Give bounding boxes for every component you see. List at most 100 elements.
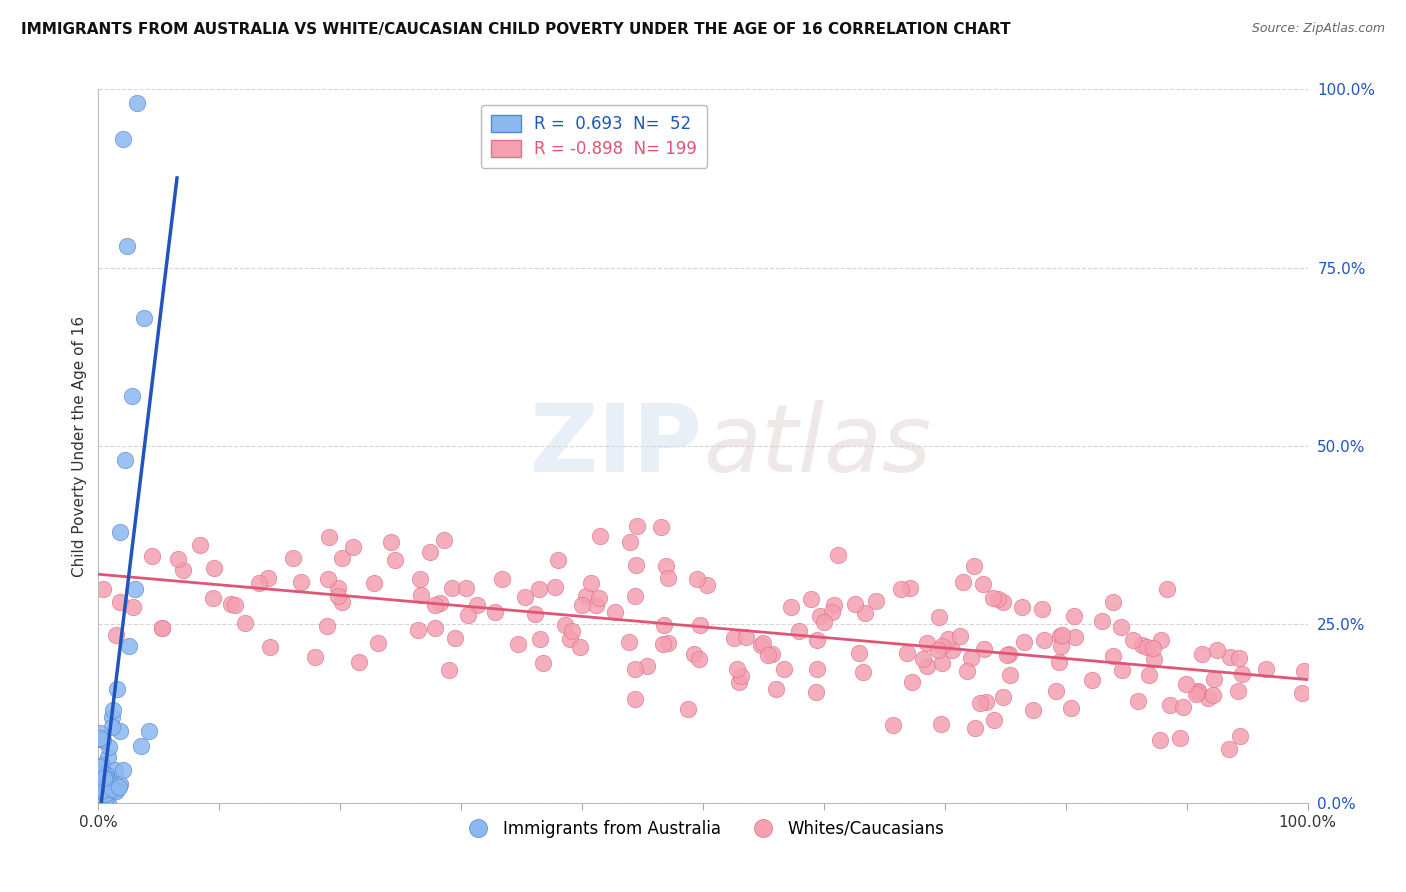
Point: [749, 638, 772, 652]
Point: [138, 724, 160, 739]
Point: [330, 550, 353, 565]
Point: [316, 572, 339, 586]
Point: [575, 589, 598, 603]
Point: [991, 690, 1014, 704]
Point: [419, 545, 441, 559]
Point: [651, 637, 673, 651]
Point: [172, 563, 194, 577]
Point: [657, 571, 679, 585]
Point: [108, 595, 131, 609]
Point: [689, 617, 711, 632]
Point: [1191, 647, 1213, 661]
Point: [318, 530, 340, 544]
Point: [107, 780, 129, 795]
Point: [800, 591, 823, 606]
Point: [965, 722, 987, 736]
Point: [554, 618, 576, 632]
Point: [686, 572, 709, 586]
Point: [688, 651, 710, 665]
Point: [626, 518, 648, 533]
Point: [96, 772, 118, 786]
Point: [513, 591, 536, 605]
Y-axis label: Child Poverty Under the Age of 16: Child Poverty Under the Age of 16: [72, 316, 87, 576]
Point: [915, 658, 938, 673]
Point: [93, 766, 115, 780]
Point: [110, 723, 132, 738]
Point: [465, 598, 488, 612]
Point: [384, 553, 406, 567]
Point: [91, 733, 114, 747]
Point: [408, 572, 430, 586]
Point: [101, 778, 124, 792]
Point: [1031, 602, 1053, 616]
Point: [735, 630, 758, 644]
Point: [1049, 629, 1071, 643]
Point: [952, 575, 974, 590]
Point: [1227, 684, 1250, 698]
Point: [98, 776, 121, 790]
Point: [104, 764, 127, 778]
Point: [865, 594, 887, 608]
Point: [1139, 668, 1161, 682]
Point: [98, 740, 121, 755]
Legend: Immigrants from Australia, Whites/Caucasians: Immigrants from Australia, Whites/Caucas…: [454, 814, 952, 845]
Point: [97, 750, 120, 764]
Point: [531, 657, 554, 671]
Point: [890, 582, 912, 596]
Point: [852, 665, 875, 679]
Point: [429, 596, 451, 610]
Point: [1091, 614, 1114, 628]
Point: [585, 599, 607, 613]
Point: [605, 605, 627, 619]
Point: [118, 639, 141, 653]
Point: [89, 760, 111, 774]
Point: [1174, 676, 1197, 690]
Point: [529, 632, 551, 647]
Point: [94, 792, 117, 806]
Point: [927, 642, 949, 657]
Point: [560, 632, 582, 646]
Point: [202, 591, 225, 606]
Point: [491, 572, 513, 586]
Point: [233, 616, 256, 631]
Point: [1045, 684, 1067, 698]
Point: [1050, 639, 1073, 653]
Point: [772, 662, 794, 676]
Point: [1229, 729, 1251, 743]
Point: [1150, 632, 1173, 647]
Point: [121, 389, 143, 403]
Point: [508, 637, 530, 651]
Point: [425, 621, 447, 635]
Point: [326, 581, 349, 595]
Point: [1126, 694, 1149, 708]
Text: ZIP: ZIP: [530, 400, 703, 492]
Point: [257, 571, 280, 585]
Point: [1156, 582, 1178, 597]
Point: [108, 524, 131, 539]
Point: [1197, 691, 1219, 706]
Point: [941, 643, 963, 657]
Point: [1022, 703, 1045, 717]
Point: [100, 720, 122, 734]
Point: [1011, 600, 1033, 615]
Point: [127, 96, 149, 111]
Point: [1187, 683, 1209, 698]
Point: [911, 652, 934, 666]
Point: [101, 710, 124, 724]
Point: [290, 574, 312, 589]
Point: [409, 588, 432, 602]
Point: [457, 608, 479, 623]
Point: [367, 635, 389, 649]
Point: [104, 628, 127, 642]
Point: [730, 669, 752, 683]
Point: [259, 640, 281, 654]
Point: [624, 662, 647, 676]
Point: [765, 681, 787, 696]
Point: [134, 310, 156, 325]
Point: [650, 520, 672, 534]
Point: [1219, 650, 1241, 665]
Point: [725, 662, 748, 676]
Point: [104, 783, 127, 797]
Point: [823, 598, 845, 612]
Point: [93, 772, 115, 786]
